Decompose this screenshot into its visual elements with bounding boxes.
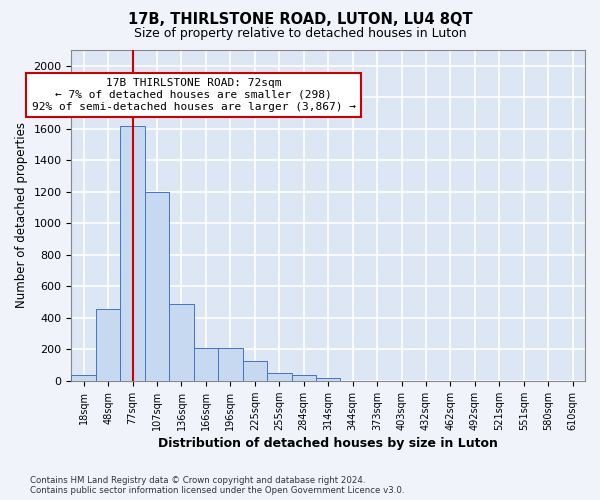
Bar — [169, 304, 194, 381]
Bar — [194, 348, 218, 381]
Bar — [316, 378, 340, 381]
Bar — [242, 361, 267, 381]
Bar — [71, 376, 96, 381]
Text: 17B, THIRLSTONE ROAD, LUTON, LU4 8QT: 17B, THIRLSTONE ROAD, LUTON, LU4 8QT — [128, 12, 472, 28]
Text: Contains HM Land Registry data © Crown copyright and database right 2024.
Contai: Contains HM Land Registry data © Crown c… — [30, 476, 404, 495]
Bar — [145, 192, 169, 381]
Y-axis label: Number of detached properties: Number of detached properties — [15, 122, 28, 308]
Bar — [218, 348, 242, 381]
Bar — [267, 373, 292, 381]
Text: Size of property relative to detached houses in Luton: Size of property relative to detached ho… — [134, 28, 466, 40]
Bar — [292, 374, 316, 381]
Text: 17B THIRLSTONE ROAD: 72sqm
← 7% of detached houses are smaller (298)
92% of semi: 17B THIRLSTONE ROAD: 72sqm ← 7% of detac… — [32, 78, 356, 112]
Bar — [96, 309, 121, 381]
X-axis label: Distribution of detached houses by size in Luton: Distribution of detached houses by size … — [158, 437, 498, 450]
Bar — [121, 126, 145, 381]
